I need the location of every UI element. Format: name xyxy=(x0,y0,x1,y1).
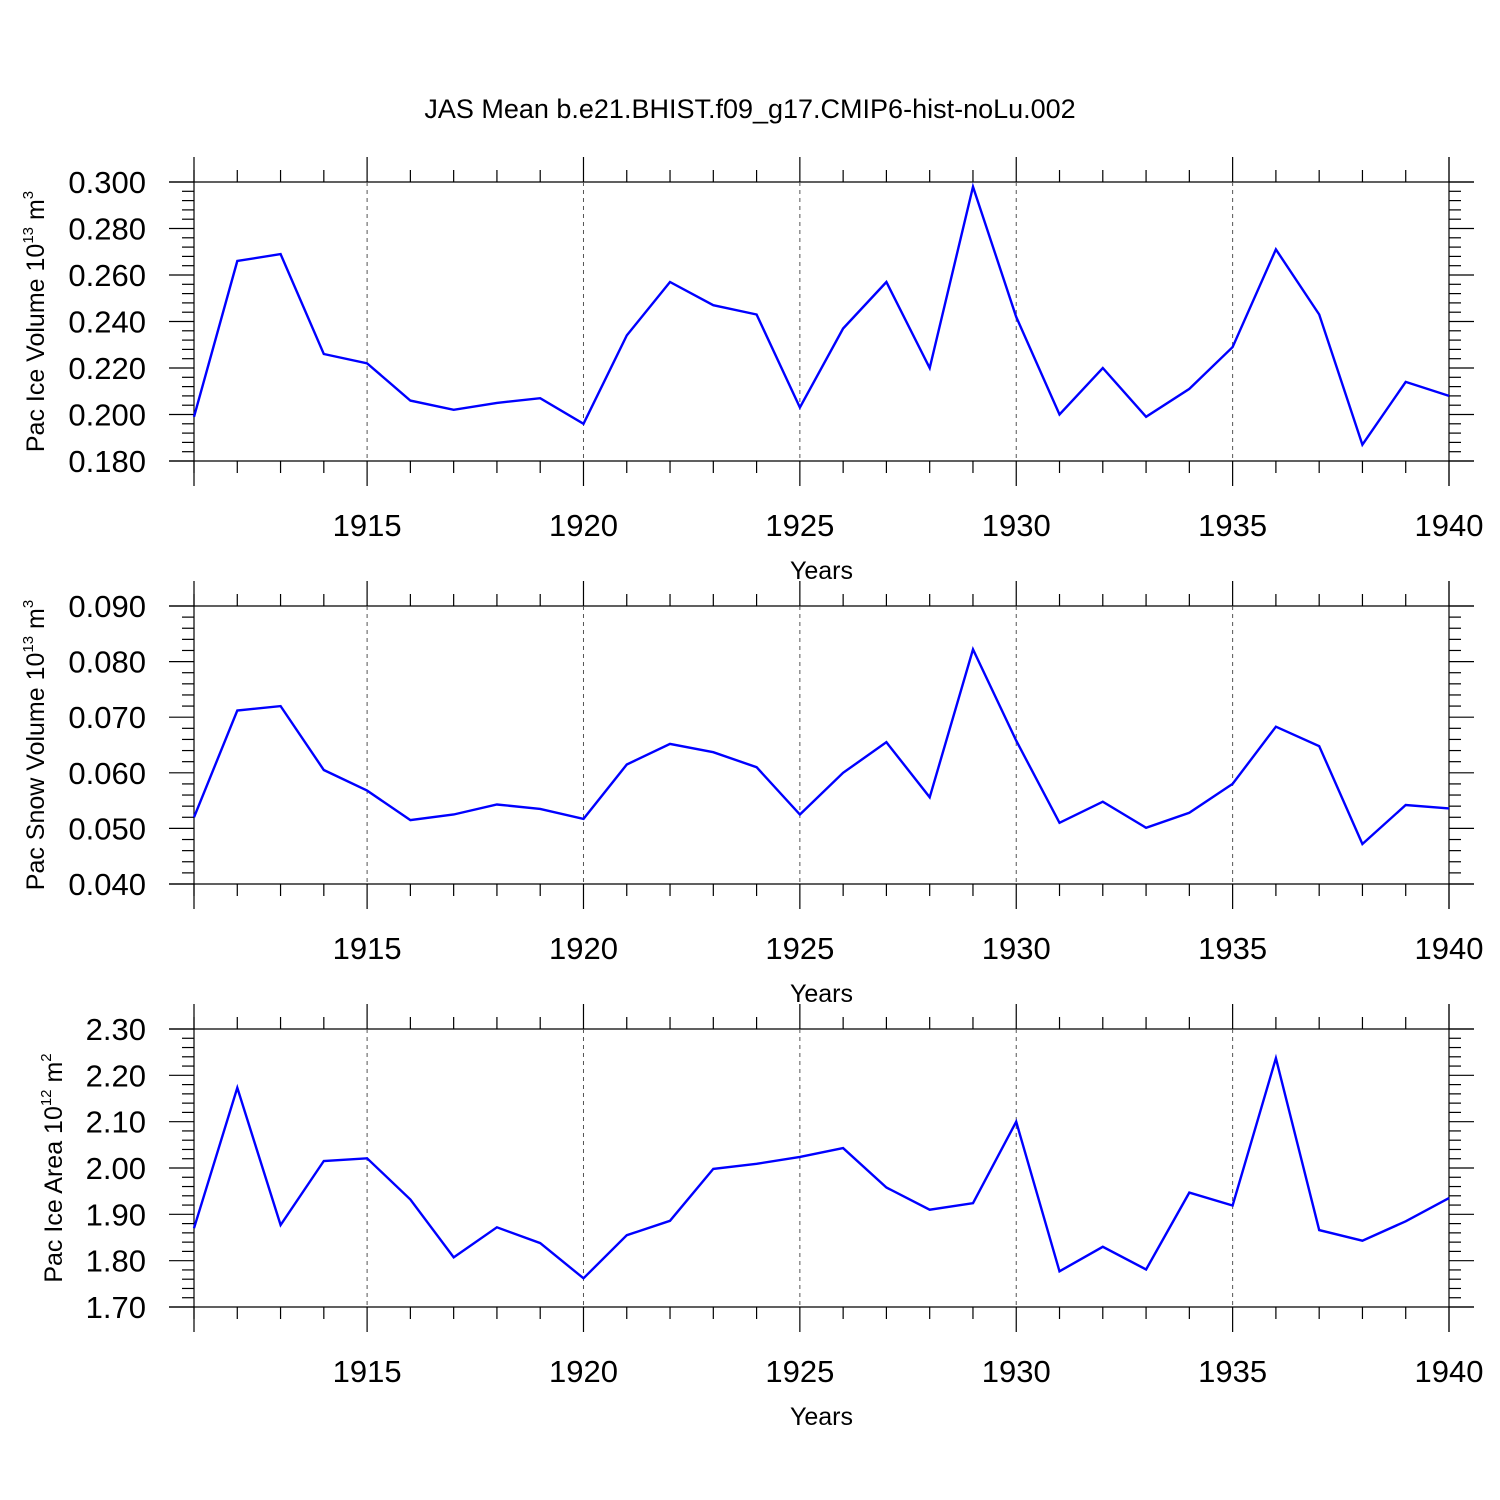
x-tick-label: 1930 xyxy=(982,1354,1051,1389)
y-tick-label: 0.200 xyxy=(68,398,146,433)
x-tick-label: 1935 xyxy=(1198,508,1267,543)
y-tick-label: 2.30 xyxy=(86,1012,146,1047)
y-tick-label: 2.10 xyxy=(86,1105,146,1140)
y-axis-title-unit-exponent: 3 xyxy=(20,191,37,199)
x-tick-label: 1915 xyxy=(333,931,402,966)
y-tick-label: 2.00 xyxy=(86,1151,146,1186)
x-tick-label: 1930 xyxy=(982,508,1051,543)
x-tick-label: 1925 xyxy=(765,931,834,966)
y-tick-label: 0.090 xyxy=(68,589,146,624)
y-tick-label: 2.20 xyxy=(86,1058,146,1093)
series-line xyxy=(192,1053,1450,1280)
panel-2: 1915 1920 1925 1930 1935 1940 Years 0.040 0.050 0… xyxy=(20,581,1483,1008)
x-axis-title: Years xyxy=(790,1403,853,1431)
y-tick-label: 0.280 xyxy=(68,212,146,247)
y-axis-title-main: Pac Ice Volume 10 xyxy=(22,244,50,452)
x-tick-label: 1940 xyxy=(1415,1354,1484,1389)
y-axis-title-exponent: 12 xyxy=(38,1089,55,1106)
panel-3: 1915 1920 1925 1930 1935 1940 Years 1.70 1.80 1.9… xyxy=(38,1004,1483,1431)
x-tick-label: 1940 xyxy=(1415,931,1484,966)
y-tick-label: 0.060 xyxy=(68,756,146,791)
series-line xyxy=(192,182,1450,448)
y-axis-title-main: Pac Snow Volume 10 xyxy=(22,653,50,891)
figure-title: JAS Mean b.e21.BHIST.f09_g17.CMIP6-hist-… xyxy=(424,94,1075,124)
x-tick-label: 1920 xyxy=(549,508,618,543)
panel-1: 1915 1920 1925 1930 1935 1940 Years 0.180 0.200 0… xyxy=(20,157,1483,585)
x-axis-title: Years xyxy=(790,557,853,585)
y-axis-title-unit-exponent: 3 xyxy=(20,600,37,608)
y-tick-label: 0.070 xyxy=(68,700,146,735)
y-tick-label: 0.180 xyxy=(68,444,146,479)
y-axis-title-unit: m xyxy=(22,199,50,227)
panels: 1915 1920 1925 1930 1935 1940 Years 0.180 0.200 0… xyxy=(20,157,1483,1431)
x-tick-label: 1915 xyxy=(333,1354,402,1389)
y-tick-label: 0.260 xyxy=(68,258,146,293)
y-axis-title-main: Pac Ice Area 10 xyxy=(40,1106,68,1283)
y-tick-label: 1.70 xyxy=(86,1290,146,1325)
y-axis-title-unit: m xyxy=(40,1062,68,1090)
x-tick-label: 1920 xyxy=(549,1354,618,1389)
x-tick-label: 1935 xyxy=(1198,931,1267,966)
y-tick-label: 0.300 xyxy=(68,165,146,200)
x-tick-label: 1925 xyxy=(765,1354,834,1389)
x-tick-label: 1940 xyxy=(1415,508,1484,543)
y-tick-label: 0.240 xyxy=(68,305,146,340)
x-tick-label: 1920 xyxy=(549,931,618,966)
y-axis-title-unit: m xyxy=(22,608,50,636)
y-axis-title-exponent: 13 xyxy=(20,636,37,653)
x-tick-label: 1935 xyxy=(1198,1354,1267,1389)
y-tick-label: 1.90 xyxy=(86,1197,146,1232)
y-tick-label: 0.040 xyxy=(68,867,146,902)
y-tick-label: 0.080 xyxy=(68,645,146,680)
series-line xyxy=(192,646,1450,847)
y-axis-title: Pac Ice Area 1012 m2 xyxy=(38,1053,68,1282)
x-tick-label: 1930 xyxy=(982,931,1051,966)
y-tick-label: 1.80 xyxy=(86,1244,146,1279)
x-tick-label: 1915 xyxy=(333,508,402,543)
y-axis-title: Pac Ice Volume 1013 m3 xyxy=(20,191,50,452)
x-tick-label: 1925 xyxy=(765,508,834,543)
y-tick-label: 0.050 xyxy=(68,811,146,846)
x-axis-title: Years xyxy=(790,980,853,1008)
y-axis-title-exponent: 13 xyxy=(20,227,37,244)
y-axis-title-unit-exponent: 2 xyxy=(38,1053,55,1061)
y-axis-title: Pac Snow Volume 1013 m3 xyxy=(20,600,50,890)
y-tick-label: 0.220 xyxy=(68,351,146,386)
